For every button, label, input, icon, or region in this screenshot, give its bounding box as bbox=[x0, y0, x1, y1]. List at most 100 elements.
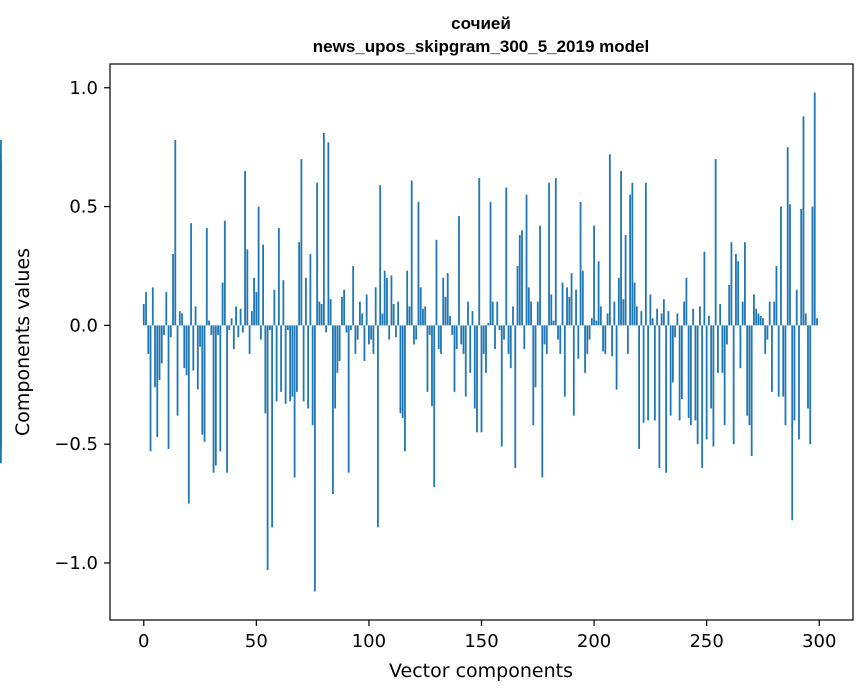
bar-144 bbox=[467, 301, 469, 326]
bar-260 bbox=[728, 284, 731, 326]
bar-41 bbox=[235, 306, 237, 326]
bar-64 bbox=[286, 325, 289, 331]
bar-96 bbox=[359, 301, 361, 326]
bar-188 bbox=[566, 287, 568, 326]
bar-162 bbox=[507, 325, 510, 354]
bar-243 bbox=[689, 325, 692, 426]
bar-109 bbox=[388, 325, 391, 340]
bar-222 bbox=[642, 325, 645, 423]
bar-295 bbox=[807, 325, 809, 409]
bar-16 bbox=[178, 311, 181, 326]
bar-244 bbox=[692, 308, 695, 326]
bar-95 bbox=[356, 325, 359, 340]
bar-61 bbox=[280, 325, 283, 392]
bar-189 bbox=[568, 296, 571, 326]
bar-128 bbox=[431, 325, 433, 407]
bar-298 bbox=[813, 92, 816, 326]
bar-133 bbox=[442, 277, 445, 326]
bar-127 bbox=[428, 325, 431, 335]
bar-200 bbox=[593, 225, 595, 326]
bar-87 bbox=[338, 325, 341, 362]
bar-279 bbox=[771, 325, 773, 392]
bar-12 bbox=[169, 325, 172, 338]
bar-233 bbox=[667, 311, 670, 326]
bar-58 bbox=[273, 289, 276, 326]
bar-263 bbox=[735, 254, 737, 326]
bar-148 bbox=[476, 325, 478, 433]
bar-14 bbox=[174, 140, 177, 326]
chart-title: сочией bbox=[451, 14, 511, 33]
bar-74 bbox=[309, 254, 312, 326]
bar-297 bbox=[811, 206, 814, 326]
bar-239 bbox=[680, 325, 683, 400]
bar-281 bbox=[775, 265, 778, 326]
bar-93 bbox=[352, 265, 355, 326]
bar-173 bbox=[532, 325, 535, 426]
bar-44 bbox=[241, 325, 244, 333]
bar-138 bbox=[453, 325, 456, 392]
bar-237 bbox=[676, 313, 679, 326]
bar-275 bbox=[762, 318, 764, 326]
bar-231 bbox=[662, 299, 665, 326]
bar-294 bbox=[804, 313, 807, 326]
bar-245 bbox=[694, 325, 697, 421]
bar-299 bbox=[816, 318, 818, 326]
bar-196 bbox=[584, 325, 586, 373]
bar-165 bbox=[514, 325, 517, 468]
bar-186 bbox=[561, 282, 564, 326]
bar-75 bbox=[311, 325, 314, 426]
bar-117 bbox=[406, 270, 409, 326]
bar-284 bbox=[782, 325, 785, 397]
bar-240 bbox=[683, 301, 686, 326]
bar-266 bbox=[741, 301, 744, 326]
bar-225 bbox=[649, 294, 652, 326]
bar-49 bbox=[253, 277, 255, 326]
bar-undefined bbox=[0, 296, 2, 326]
bar-48 bbox=[250, 311, 253, 326]
bar-67 bbox=[293, 325, 296, 478]
bar-268 bbox=[746, 325, 749, 416]
bar-70 bbox=[300, 159, 303, 326]
bar-124 bbox=[422, 308, 424, 326]
bar-4 bbox=[151, 287, 154, 326]
bar-91 bbox=[347, 325, 350, 473]
bar-199 bbox=[590, 318, 593, 326]
bar-204 bbox=[602, 325, 604, 352]
bar-293 bbox=[802, 116, 805, 326]
bar-156 bbox=[494, 325, 496, 350]
bar-272 bbox=[755, 308, 758, 326]
bar-84 bbox=[332, 325, 334, 495]
bar-175 bbox=[536, 301, 539, 326]
bar-197 bbox=[586, 325, 589, 354]
bar-undefined bbox=[0, 325, 2, 359]
bar-152 bbox=[485, 325, 487, 373]
bar-296 bbox=[809, 325, 812, 445]
bar-252 bbox=[710, 325, 713, 409]
bar-76 bbox=[313, 325, 316, 592]
bar-206 bbox=[606, 313, 609, 326]
bar-226 bbox=[651, 318, 654, 326]
bar-81 bbox=[325, 325, 328, 333]
bar-246 bbox=[696, 325, 699, 445]
bar-151 bbox=[482, 325, 485, 354]
bar-82 bbox=[327, 142, 330, 326]
bar-79 bbox=[320, 303, 323, 326]
bar-78 bbox=[318, 301, 321, 326]
bar-89 bbox=[343, 289, 346, 326]
x-tick-label: 100 bbox=[352, 631, 386, 652]
bar-250 bbox=[705, 325, 708, 440]
bar-273 bbox=[757, 313, 760, 326]
bar-118 bbox=[408, 306, 411, 326]
x-tick-label: 0 bbox=[138, 631, 149, 652]
bar-270 bbox=[750, 325, 753, 457]
bar-178 bbox=[543, 325, 546, 345]
bar-202 bbox=[597, 261, 600, 326]
bar-123 bbox=[419, 287, 422, 326]
bar-264 bbox=[737, 261, 740, 326]
bar-119 bbox=[410, 180, 413, 326]
bar-36 bbox=[223, 220, 226, 326]
bar-242 bbox=[687, 325, 690, 419]
bar-53 bbox=[262, 244, 264, 326]
bar-50 bbox=[255, 292, 258, 326]
bar-108 bbox=[386, 277, 388, 326]
